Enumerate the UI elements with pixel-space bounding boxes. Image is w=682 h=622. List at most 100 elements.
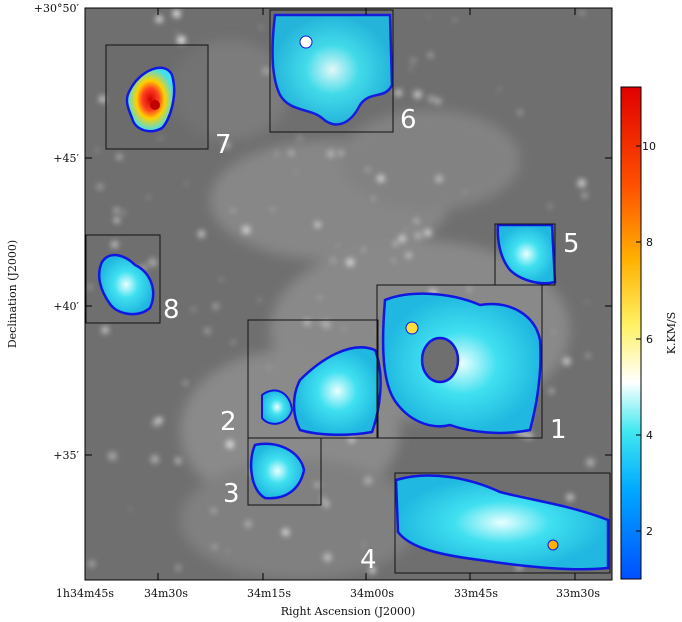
region-label-7: 7 xyxy=(215,130,232,160)
bright-knot xyxy=(318,320,321,323)
bright-knot xyxy=(414,231,423,240)
bright-knot xyxy=(227,550,230,553)
region-label-3: 3 xyxy=(223,479,240,509)
bright-knot xyxy=(111,241,119,248)
bright-knot xyxy=(121,210,125,215)
region-label-1: 1 xyxy=(550,415,567,445)
bright-knot xyxy=(320,496,326,502)
bright-knot xyxy=(88,560,96,567)
bright-knot xyxy=(414,219,419,223)
y-tick-label: +30°50′ xyxy=(34,2,80,15)
bright-knot xyxy=(410,58,416,64)
bright-knot xyxy=(155,15,163,23)
bright-knot xyxy=(371,196,375,200)
x-tick-label: 34m15s xyxy=(247,587,291,600)
bright-knot xyxy=(150,455,159,464)
y-tick-labels: +30°50′ +45′ +40′ +35′ xyxy=(34,2,80,462)
bright-knot xyxy=(101,326,109,334)
colorbar-tick-label: 10 xyxy=(642,140,656,153)
bright-knot xyxy=(585,301,589,304)
y-tick-label: +40′ xyxy=(53,300,79,313)
bright-knot xyxy=(177,35,186,45)
bright-knot xyxy=(549,388,554,394)
bright-knot xyxy=(175,565,181,571)
bright-knot xyxy=(260,26,263,29)
colorbar-tick-label: 4 xyxy=(646,429,653,442)
bright-knot xyxy=(245,520,252,528)
bright-knot xyxy=(87,284,93,290)
bright-knot xyxy=(172,9,181,18)
region-label-2: 2 xyxy=(220,407,237,437)
bright-knot xyxy=(191,307,196,312)
bright-knot xyxy=(185,182,188,185)
bright-knot xyxy=(267,366,271,369)
bright-knot xyxy=(198,230,205,238)
region-label-8: 8 xyxy=(163,295,180,325)
bright-knot xyxy=(566,493,574,501)
bright-knot xyxy=(230,208,236,213)
bright-knot xyxy=(212,303,219,310)
bright-knot xyxy=(220,278,223,281)
bright-knot xyxy=(274,151,279,156)
bright-knot xyxy=(314,482,320,488)
bright-knot xyxy=(497,87,502,91)
bright-knot xyxy=(242,225,251,235)
region-box-7 xyxy=(105,44,209,150)
x-tick-label: 33m45s xyxy=(454,587,498,600)
bright-knot xyxy=(327,150,335,158)
bright-knot xyxy=(582,192,588,198)
bright-knot xyxy=(435,98,442,105)
bright-knot xyxy=(467,287,472,292)
bright-knot xyxy=(282,528,290,536)
y-axis-title: Declination (J2000) xyxy=(6,240,19,348)
bright-knot xyxy=(427,15,431,18)
x-tick-labels: 1h34m45s 34m30s 34m15s 34m00s 33m45s 33m… xyxy=(56,587,600,600)
y-tick-label: +45′ xyxy=(53,152,79,165)
bright-knot xyxy=(114,208,119,213)
region-box-4 xyxy=(394,472,611,574)
bright-knot xyxy=(338,151,344,156)
colorbar-tick-label: 6 xyxy=(646,333,653,346)
colorbar-label: K.KM/S xyxy=(665,312,678,354)
x-tick-label: 34m00s xyxy=(350,587,394,600)
bright-knot xyxy=(586,458,595,467)
region-box-3 xyxy=(247,437,322,506)
bright-knot xyxy=(404,227,408,230)
bright-knot xyxy=(392,259,395,263)
bright-knot xyxy=(323,553,332,562)
bright-knot xyxy=(262,67,270,75)
x-axis-title: Right Ascension (J2000) xyxy=(281,605,416,618)
bright-knot xyxy=(393,241,398,246)
bright-knot xyxy=(128,507,132,511)
bright-knot xyxy=(435,175,443,183)
x-tick-label: 34m30s xyxy=(144,587,188,600)
colorbar-tick-label: 8 xyxy=(646,236,653,249)
bright-knot xyxy=(99,95,107,103)
y-tick-label: +35′ xyxy=(53,449,79,462)
bright-knot xyxy=(548,204,552,209)
colorbar-gradient xyxy=(620,86,642,580)
bright-knot xyxy=(114,217,120,223)
bright-knot xyxy=(116,154,123,160)
bright-knot xyxy=(175,457,182,464)
bright-knot xyxy=(148,258,157,267)
region-box-8 xyxy=(85,234,161,324)
intensity-overlay xyxy=(98,13,610,571)
region-label-6: 6 xyxy=(400,105,417,135)
bright-knot xyxy=(346,258,355,267)
bright-knot xyxy=(427,95,435,103)
bright-knot xyxy=(398,234,406,243)
bright-knot xyxy=(231,340,235,344)
bright-knot xyxy=(585,353,591,358)
bright-knot xyxy=(176,31,179,35)
bright-knot xyxy=(526,432,533,439)
bright-knot xyxy=(322,319,331,329)
bright-knot xyxy=(413,90,422,99)
region-label-4: 4 xyxy=(360,545,377,575)
bright-knot xyxy=(270,208,274,211)
bright-knot xyxy=(336,244,339,247)
bright-knot xyxy=(369,567,376,574)
region-box-5 xyxy=(494,223,556,286)
bright-knot xyxy=(362,542,365,546)
